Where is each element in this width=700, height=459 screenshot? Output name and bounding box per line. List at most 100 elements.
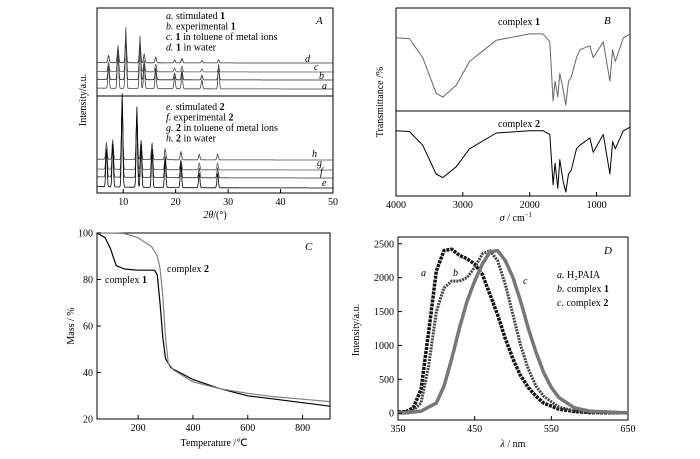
- panel-c-ytick-label: 60: [83, 322, 93, 333]
- panel-d-ticks: 350 450 550 650 0 500 1000 1500 2000 2500: [374, 239, 636, 435]
- panel-a-curves: [97, 27, 333, 189]
- panel-a-xtick-label: 50: [328, 197, 338, 208]
- panel-a-legend-item: b. experimental 1: [166, 22, 236, 33]
- panel-b-curves: [395, 33, 631, 193]
- panel-d-letter: D: [603, 245, 612, 257]
- panel-d-xtick-label: 550: [544, 424, 559, 435]
- panel-a-xtick-label: 10: [118, 197, 128, 208]
- panel-d-ylabel: Intensity/a.u.: [351, 304, 362, 356]
- panel-c-xtick-label: 200: [131, 423, 146, 434]
- panel-a-xtick-label: 30: [223, 197, 233, 208]
- panel-a-legend-top: a. stimulated 1b. experimental 1c. 1 in …: [166, 11, 277, 54]
- panel-c-xtick-label: 400: [185, 423, 200, 434]
- panel-d-curve-letter: c: [523, 276, 528, 287]
- panel-a-frame: [96, 7, 334, 194]
- panel-d-xlabel: λ / nm: [500, 439, 526, 450]
- panel-a: 10 20 30 40 50 A Intensity/a.u. 2θ/(°) a. st…: [78, 7, 338, 221]
- panel-c-ytick-label: 100: [78, 229, 93, 240]
- panel-d-xtick-label: 350: [391, 424, 406, 435]
- panel-a-legend-item: d. 1 in water: [166, 43, 217, 54]
- panel-d-frame: [397, 236, 629, 421]
- pl-series-c: [397, 248, 629, 415]
- panel-a-legend-item: e. stimulated 2: [166, 102, 225, 113]
- tga-series-2: [97, 232, 331, 403]
- panel-b-xtick-label: 3000: [453, 200, 473, 211]
- panel-a-legend-item: g. 2 in toluene of metal ions: [166, 123, 278, 134]
- xrd-series-d: [97, 37, 333, 64]
- panel-d-ytick-label: 1500: [374, 307, 394, 318]
- panel-d-legend-item: c. complex 2: [557, 298, 608, 309]
- panel-a-series-letter: a: [322, 81, 327, 92]
- xrd-series-c: [97, 39, 333, 73]
- xrd-series-b: [97, 38, 333, 81]
- panel-b-series-label: complex 1: [498, 17, 540, 28]
- panel-d-curves: [397, 247, 629, 415]
- panel-a-series-letter: h: [312, 149, 317, 160]
- panel-a-xtick-label: 20: [171, 197, 181, 208]
- panel-b-letter: B: [604, 15, 611, 27]
- panel-b-series-labels: complex 1 complex 2: [498, 17, 540, 130]
- panel-a-series-letter: g: [317, 158, 322, 169]
- panel-c-series-label: complex 1: [105, 275, 147, 286]
- panel-b-frame: [395, 7, 631, 197]
- panel-a-series-letter: e: [322, 178, 327, 189]
- panel-c-ticks: 200 400 600 800 20 40 60 80 100: [78, 229, 310, 435]
- panel-d-xtick-label: 450: [467, 424, 482, 435]
- panel-c-xtick-label: 600: [240, 423, 255, 434]
- panel-a-series-letter: c: [314, 62, 319, 73]
- panel-c-xtick-label: 800: [295, 423, 310, 434]
- panel-d-ytick-label: 1000: [374, 341, 394, 352]
- panel-a-letter: A: [315, 15, 323, 27]
- panel-a-ticks: 10 20 30 40 50: [118, 189, 338, 208]
- panel-d-curve-letter: b: [453, 268, 458, 279]
- panel-d: 350 450 550 650 0 500 1000 1500 2000 2500 D Inten…: [351, 236, 636, 450]
- panel-d-ytick-label: 500: [379, 375, 394, 386]
- panel-a-legend-bottom: e. stimulated 2f. experimental 2g. 2 in …: [166, 102, 278, 145]
- panel-c-ylabel: Mass / %: [66, 307, 77, 344]
- panel-a-legend-item: f. experimental 2: [166, 113, 233, 124]
- panel-a-xtick-label: 40: [276, 197, 286, 208]
- panel-b-xtick-label: 1000: [587, 200, 607, 211]
- panel-b: 4000 3000 2000 1000 B Transmittance /% σ / …: [375, 7, 631, 224]
- panel-c-ytick-label: 80: [83, 275, 93, 286]
- panel-a-legend-item: c. 1 in toluene of metal ions: [166, 32, 277, 43]
- panel-a-xlabel: 2θ/(°): [203, 210, 226, 221]
- panel-d-legend-item: b. complex 1: [557, 284, 609, 295]
- panel-d-curve-letter: a: [421, 268, 426, 279]
- panel-b-ticks: 4000 3000 2000 1000: [386, 192, 607, 211]
- panel-d-legend-item: a. H₂PAIA: [557, 270, 601, 281]
- xrd-series-a: [97, 27, 333, 90]
- panel-b-series-label: complex 2: [498, 119, 540, 130]
- panel-d-legend: a. H₂PAIA b. complex 1 c. complex 2: [557, 270, 609, 309]
- panel-a-series-letter: d: [305, 54, 311, 65]
- panel-c-curves: [96, 232, 331, 407]
- panel-c-series-label: complex 2: [167, 264, 209, 275]
- panel-c-ytick-label: 20: [83, 415, 93, 426]
- panel-d-ytick-label: 2000: [374, 273, 394, 284]
- ir-series-2: [395, 126, 631, 193]
- panel-c-ytick-label: 40: [83, 368, 93, 379]
- tga-series-1: [96, 232, 331, 407]
- panel-a-ylabel: Intensity/a.u.: [78, 74, 89, 126]
- panel-c: 200 400 600 800 20 40 60 80 100 C Mass / % Tempe…: [66, 229, 331, 449]
- panel-d-xtick-label: 650: [621, 424, 636, 435]
- panel-a-series-letter: b: [319, 71, 324, 82]
- panel-b-ylabel: Transmittance /%: [375, 67, 386, 137]
- panel-c-letter: C: [305, 241, 313, 253]
- panel-c-frame: [96, 232, 331, 420]
- panel-c-xlabel: Temperature /℃: [181, 438, 248, 449]
- ir-series-1: [395, 33, 631, 106]
- panel-d-ytick-label: 0: [389, 409, 394, 420]
- panel-d-curve-letters: a b c: [421, 268, 528, 287]
- panel-a-series-letter: f: [320, 167, 324, 178]
- panel-b-xtick-label: 2000: [520, 200, 540, 211]
- panel-a-legend-item: h. 2 in water: [166, 134, 217, 145]
- panel-b-xtick-label: 4000: [386, 200, 406, 211]
- panel-d-ytick-label: 2500: [374, 239, 394, 250]
- panel-a-legend-item: a. stimulated 1: [166, 11, 225, 22]
- panel-b-xlabel: σ / cm−1: [500, 211, 533, 224]
- xrd-series-e: [97, 93, 333, 189]
- panel-c-series-labels: complex 1 complex 2: [105, 264, 209, 286]
